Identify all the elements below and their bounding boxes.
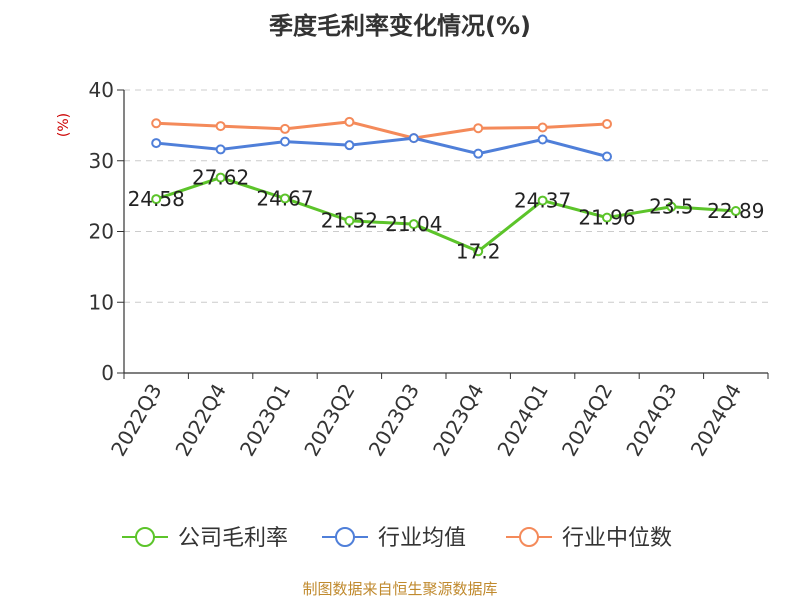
y-tick-label: 40 [89, 78, 114, 102]
data-label: 21.96 [578, 206, 635, 230]
data-point [344, 140, 355, 151]
data-point [473, 123, 484, 134]
data-point [602, 151, 612, 162]
legend-swatch-marker [335, 527, 355, 547]
data-label: 27.62 [192, 166, 249, 190]
x-tick-label: 2024Q2 [557, 380, 617, 461]
data-label: 17.2 [456, 239, 501, 263]
data-point [344, 116, 355, 127]
legend-label: 行业均值 [378, 526, 466, 551]
y-tick-label: 10 [89, 290, 114, 314]
data-label: 21.04 [385, 212, 442, 236]
legend-swatch-marker [519, 527, 539, 547]
x-tick-label: 2024Q3 [621, 380, 681, 461]
data-point [537, 122, 548, 133]
data-point [473, 246, 484, 257]
data-point [280, 193, 290, 204]
data-point [602, 118, 612, 129]
data-point [602, 212, 612, 223]
data-point [215, 121, 226, 132]
data-point [215, 172, 226, 183]
data-point [151, 138, 162, 149]
x-tick-label: 2023Q1 [235, 380, 295, 461]
x-tick-label: 2022Q4 [170, 380, 230, 461]
data-point [537, 134, 548, 145]
x-tick-label: 2024Q4 [686, 380, 746, 461]
legend-label: 行业中位数 [562, 526, 672, 551]
data-point [280, 136, 290, 147]
data-label: 24.58 [128, 187, 185, 211]
series-group [151, 116, 741, 257]
legend-swatch-marker [135, 527, 155, 547]
y-tick-label: 20 [89, 220, 114, 244]
data-point [215, 144, 226, 155]
data-labels: 24.58 27.62 24.67 21.52 21.04 17.2 24.37 21.96 2… [128, 166, 765, 264]
y-tick-label: 30 [89, 149, 114, 173]
data-point [730, 206, 741, 217]
data-point [408, 219, 419, 230]
data-point [151, 118, 162, 129]
grid-lines [124, 89, 768, 303]
data-point [666, 201, 677, 212]
x-tick-label: 2022Q3 [106, 380, 166, 461]
data-point [408, 133, 419, 144]
series-line [156, 120, 608, 140]
data-point [151, 194, 162, 205]
series-line [155, 176, 736, 253]
data-label: 21.52 [321, 209, 378, 233]
data-point [280, 123, 290, 134]
x-tick-label: 2024Q1 [492, 380, 552, 461]
y-axis-label: (%) [56, 113, 72, 137]
y-tick-label: 0 [101, 361, 114, 385]
x-tick-label: 2023Q4 [428, 380, 488, 461]
chart-title: 季度毛利率变化情况(%) [269, 12, 531, 40]
data-point [344, 215, 355, 226]
series-line [156, 136, 608, 158]
data-label: 24.67 [256, 186, 313, 210]
data-point [473, 148, 484, 159]
legend-label: 公司毛利率 [178, 526, 288, 551]
data-label: 24.37 [514, 189, 571, 213]
data-label: 23.5 [649, 195, 694, 219]
x-tick-label: 2023Q3 [364, 380, 424, 461]
source-note: 制图数据来自恒生聚源数据库 [302, 580, 497, 598]
legend: 公司毛利率 行业均值 行业中位数 [122, 526, 672, 551]
x-tick-label: 2023Q2 [299, 380, 359, 461]
data-label: 22.89 [707, 199, 764, 223]
data-point [537, 195, 548, 206]
